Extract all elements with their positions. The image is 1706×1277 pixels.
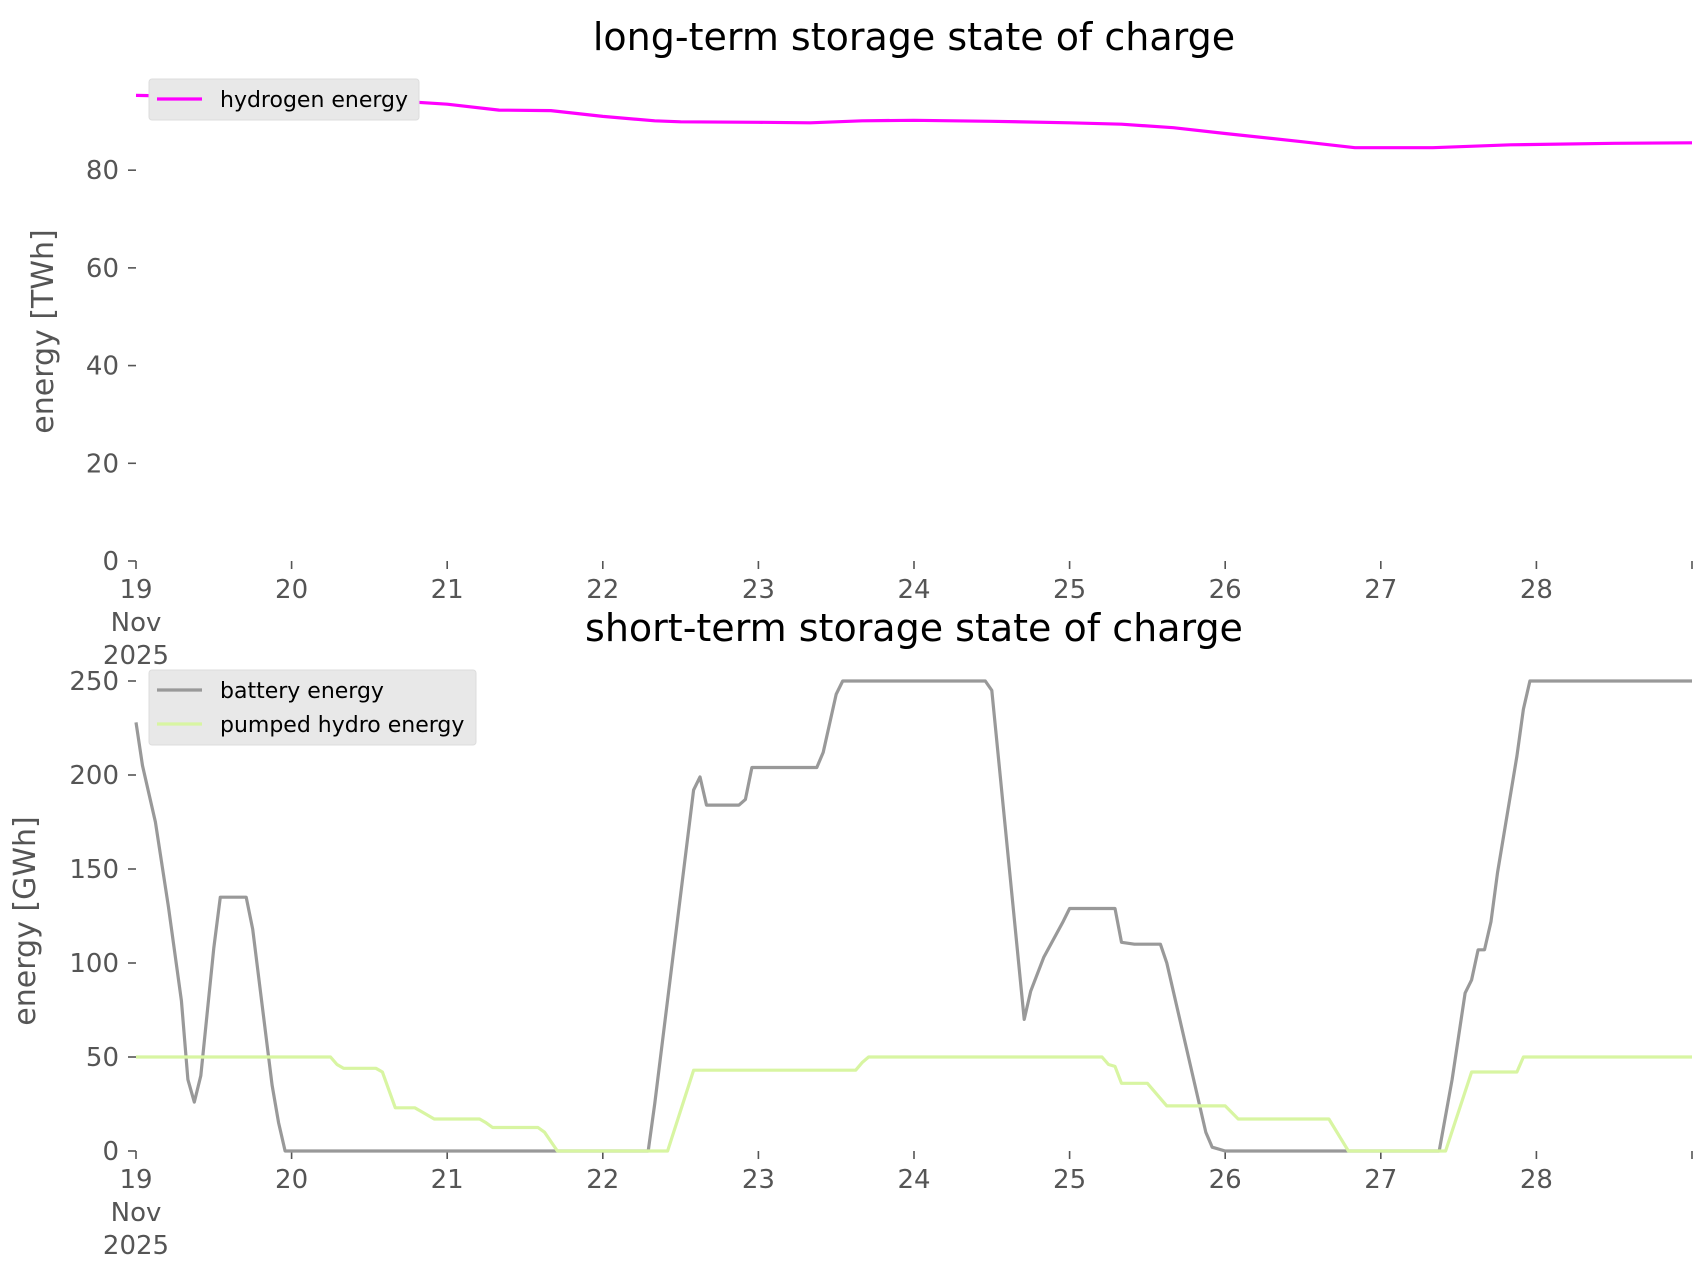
chart-title: short-term storage state of charge [585, 606, 1243, 650]
y-tick-label: 250 [69, 667, 119, 697]
y-tick-label: 150 [69, 855, 119, 885]
chart-panel-1: long-term storage state of charge energy … [26, 15, 1693, 671]
x-tick-label: 23 [742, 1165, 775, 1195]
x-tick-label: 26 [1209, 1165, 1242, 1195]
y-tick-label: 50 [86, 1043, 119, 1073]
x-tick-label: 25 [1053, 575, 1086, 605]
x-tick-label: 22 [586, 1165, 619, 1195]
legend: battery energy pumped hydro energy [148, 669, 477, 746]
x-tick-label: 26 [1209, 575, 1242, 605]
y-tick-label: 40 [86, 352, 119, 382]
y-tick-label: 0 [102, 1137, 119, 1167]
x-tick-label: 24 [897, 1165, 930, 1195]
y-tick-label: 100 [69, 949, 119, 979]
x-tick-label: 28 [1520, 1165, 1553, 1195]
series-line-battery-energy [134, 679, 1692, 1153]
x-tick-label: 21 [431, 575, 464, 605]
legend-entry: battery energy [220, 679, 384, 704]
x-tick-label: 22 [586, 575, 619, 605]
y-tick-label: 20 [86, 449, 119, 479]
x-tick-label: 2025 [103, 1231, 169, 1261]
x-tick-label: 19 [119, 575, 152, 605]
x-tick-label: Nov [111, 608, 162, 638]
legend-box [148, 669, 477, 746]
y-tick-label: 80 [86, 156, 119, 186]
legend: hydrogen energy [148, 78, 420, 121]
y-axis-label: energy [GWh] [8, 816, 43, 1025]
x-tick-label: 28 [1520, 575, 1553, 605]
x-tick-label: 25 [1053, 1165, 1086, 1195]
chart-panel-2: short-term storage state of charge energy… [8, 606, 1693, 1261]
x-tick-label: 27 [1364, 575, 1397, 605]
series-line-pumped-hydro-energy [136, 1055, 1692, 1153]
series-line-hydrogen-energy [135, 93, 1693, 150]
x-tick-label: 21 [431, 1165, 464, 1195]
x-tick-label: 19 [119, 1165, 152, 1195]
x-tick-label: 24 [897, 575, 930, 605]
x-tick-label: 23 [742, 575, 775, 605]
y-tick-label: 200 [69, 761, 119, 791]
x-tick-label: 20 [275, 1165, 308, 1195]
legend-entry: hydrogen energy [220, 88, 408, 113]
x-tick-label: Nov [111, 1198, 162, 1228]
legend-box [148, 78, 420, 121]
legend-entry: pumped hydro energy [220, 713, 464, 738]
y-tick-label: 60 [86, 254, 119, 284]
y-tick-label: 0 [102, 547, 119, 577]
chart-title: long-term storage state of charge [593, 15, 1235, 59]
x-tick-label: 2025 [103, 641, 169, 671]
x-tick-label: 20 [275, 575, 308, 605]
y-axis-label: energy [TWh] [26, 229, 61, 433]
x-tick-label: 27 [1364, 1165, 1397, 1195]
